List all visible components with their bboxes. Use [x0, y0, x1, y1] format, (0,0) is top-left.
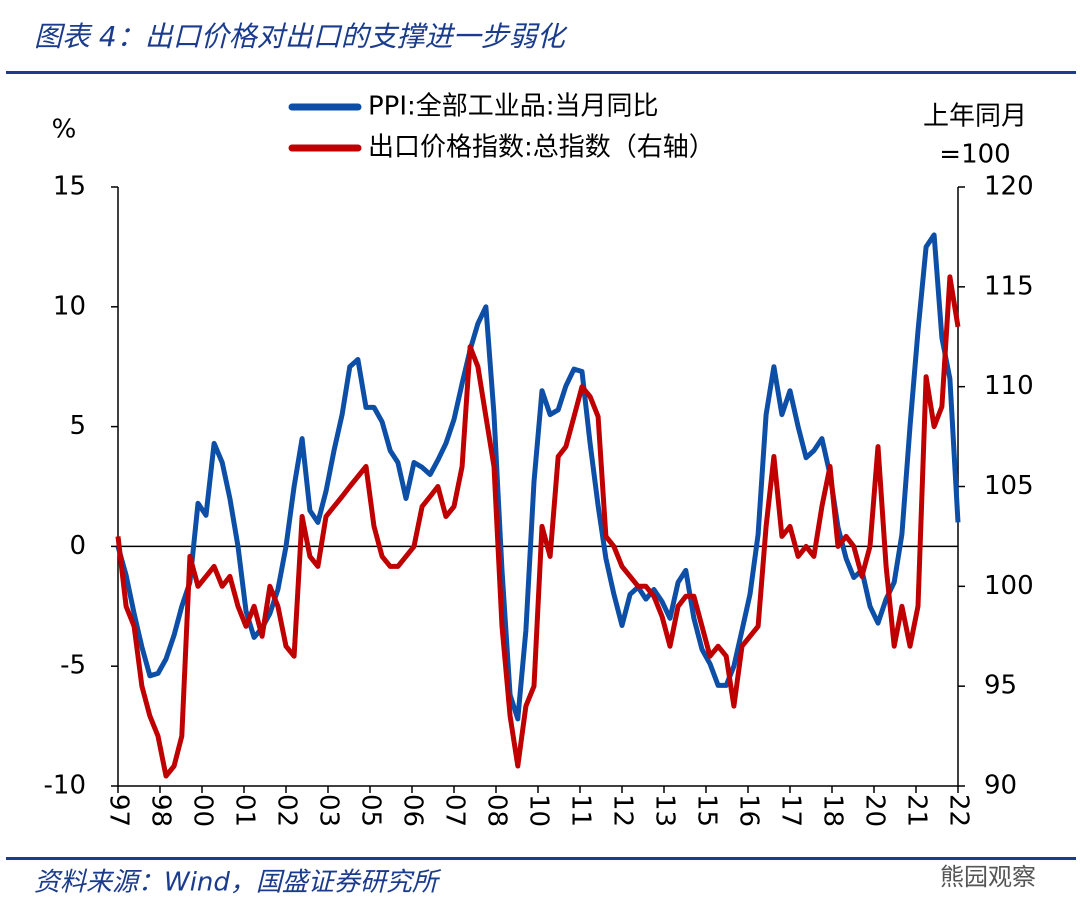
x-tick-label: 05: [356, 794, 386, 827]
y-tick-label: 10: [53, 291, 86, 321]
x-tick-label: 17: [776, 794, 806, 827]
watermark: 熊园观察: [940, 863, 1036, 891]
x-tick-label: 01: [230, 794, 260, 827]
legend-label: 出口价格指数:总指数（右轴）: [368, 133, 715, 163]
series-line: [115, 274, 961, 779]
title-rule: [6, 71, 1076, 74]
x-tick-label: 03: [314, 794, 344, 827]
y2-tick-label: 100: [984, 571, 1034, 601]
y-tick-label: -10: [44, 771, 86, 801]
y2-tick-label: 95: [984, 671, 1017, 701]
x-tick-label: 97: [104, 794, 134, 827]
y-tick-label: 15: [53, 172, 86, 202]
x-tick-label: 20: [860, 794, 890, 827]
y2-tick-label: 115: [984, 271, 1034, 301]
x-tick-label: 11: [566, 794, 596, 827]
x-tick-label: 22: [944, 794, 974, 827]
y2-tick-label: 110: [984, 371, 1034, 401]
y-axis-label: %: [52, 115, 77, 145]
chart-title: 图表 4：出口价格对出口的支撑进一步弱化: [34, 20, 568, 53]
y-tick-label: 5: [69, 411, 86, 441]
x-tick-label: 08: [482, 794, 512, 827]
x-tick-label: 12: [608, 794, 638, 827]
x-tick-label: 13: [650, 794, 680, 827]
x-tick-label: 06: [398, 794, 428, 827]
legend-label: PPI:全部工业品:当月同比: [368, 92, 659, 122]
x-tick-label: 16: [734, 794, 764, 827]
x-tick-label: 15: [692, 794, 722, 827]
x-tick-label: 10: [524, 794, 554, 827]
x-tick-label: 02: [272, 794, 302, 827]
y2-tick-label: 105: [984, 471, 1034, 501]
x-tick-label: 18: [818, 794, 848, 827]
x-tick-label: 07: [440, 794, 470, 827]
y2-axis-label: 上年同月: [923, 102, 1027, 132]
y2-tick-label: 90: [984, 771, 1017, 801]
x-tick-label: 98: [146, 794, 176, 827]
y-tick-label: 0: [69, 531, 86, 561]
series-line: [115, 232, 961, 722]
x-tick-label: 00: [188, 794, 218, 827]
source: 资料来源：Wind，国盛证券研究所: [34, 868, 442, 898]
y-tick-label: -5: [60, 651, 86, 681]
y2-tick-label: 120: [984, 172, 1034, 202]
footer-rule: [6, 857, 1076, 860]
x-tick-label: 21: [902, 794, 932, 827]
y2-axis-label: =100: [939, 140, 1010, 170]
